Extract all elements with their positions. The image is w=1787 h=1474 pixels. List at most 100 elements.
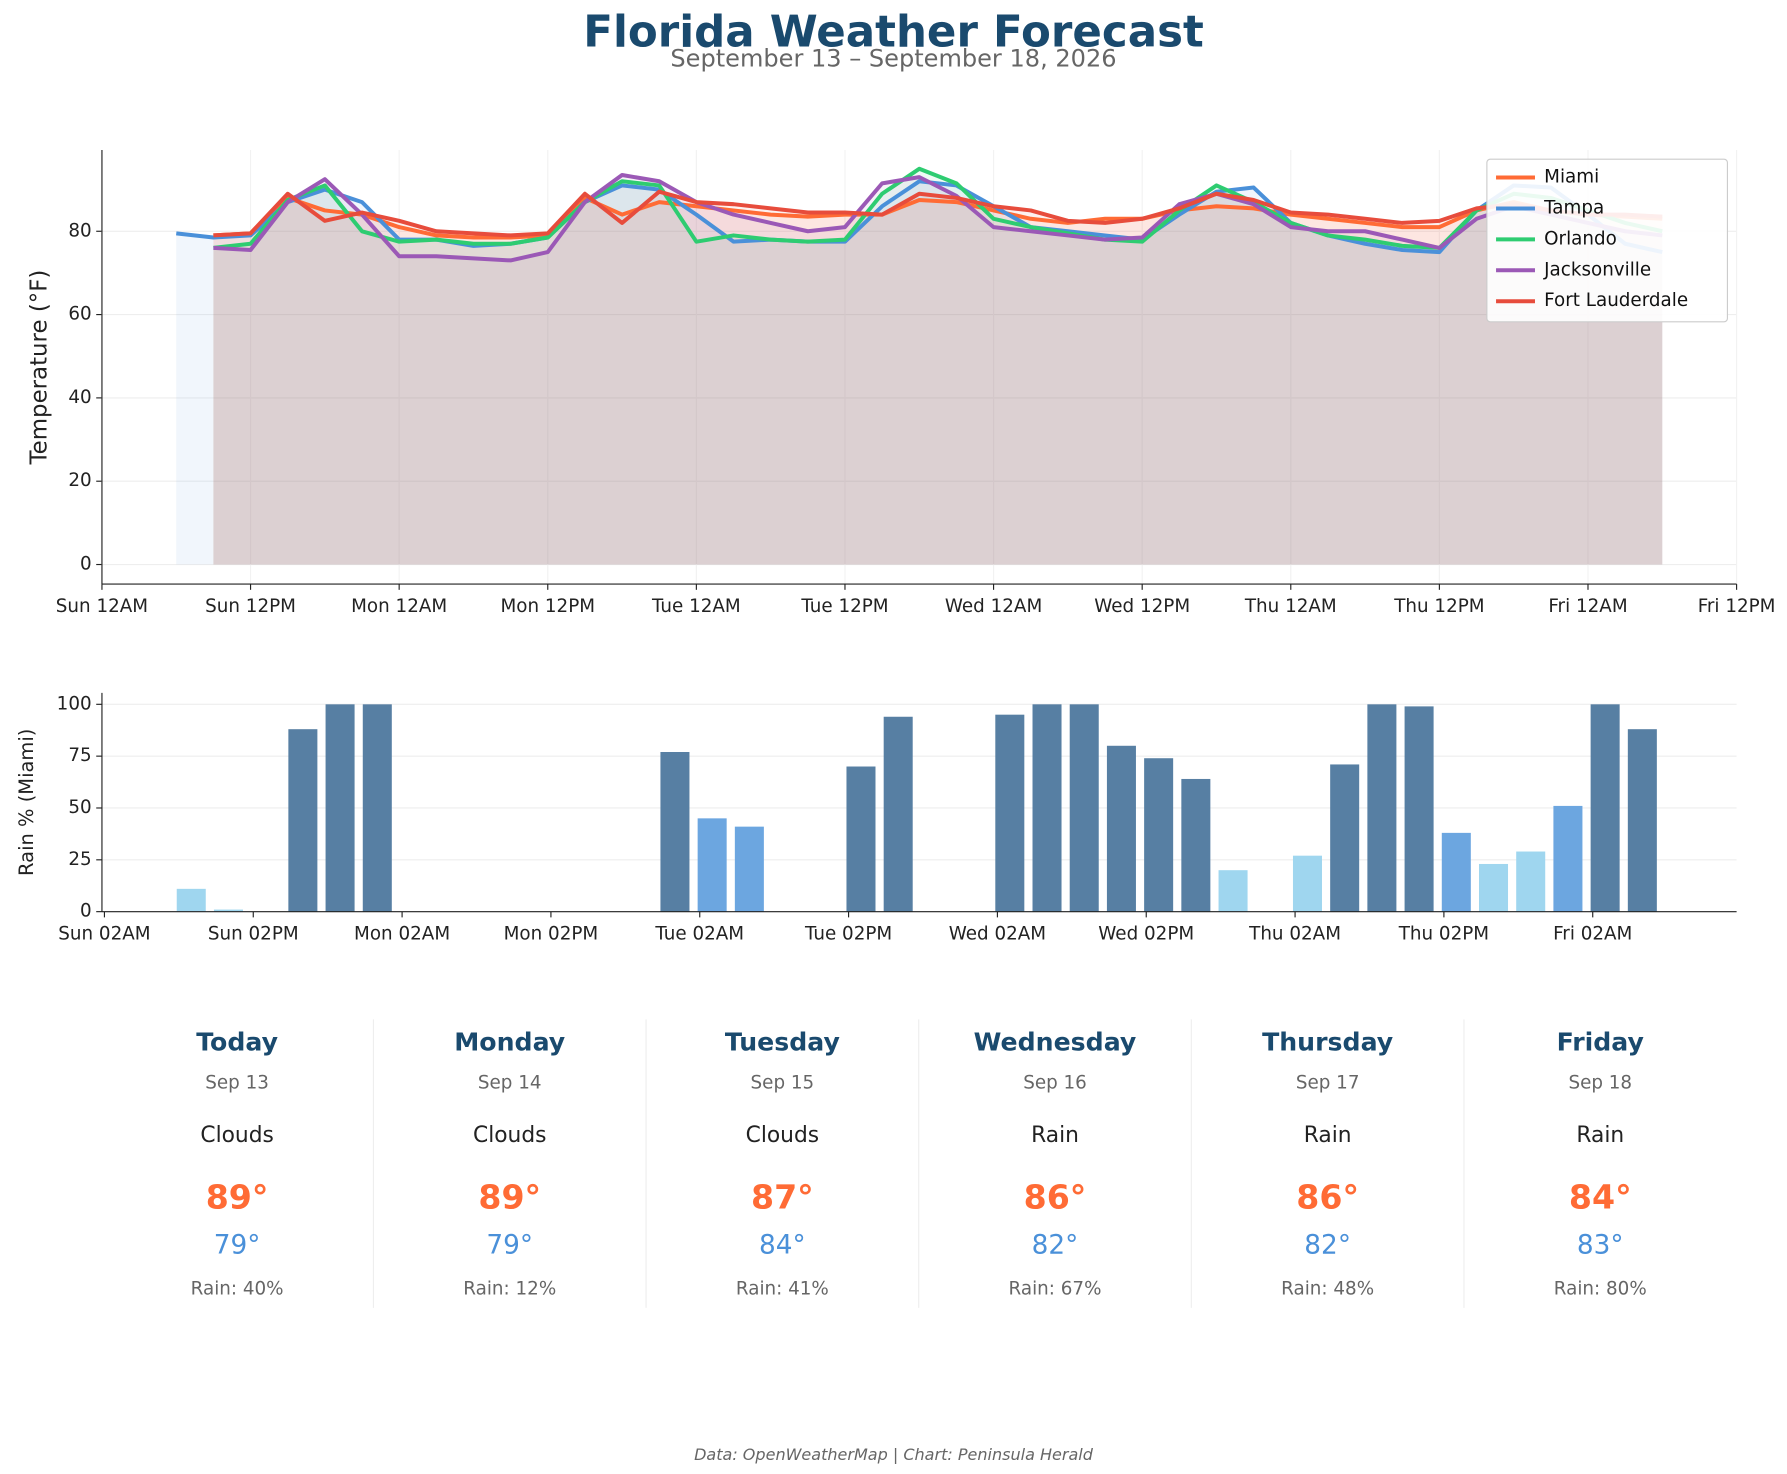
- bar: [362, 704, 392, 912]
- legend-label: Orlando: [1544, 228, 1617, 249]
- x-tick-label: Fri 12PM: [1698, 596, 1776, 617]
- x-tick-label: Sun 12PM: [205, 596, 296, 617]
- bar: [1590, 704, 1620, 912]
- x-tick-label: Thu 02AM: [1248, 924, 1341, 945]
- bar: [1553, 805, 1583, 912]
- bar: [1330, 764, 1360, 912]
- bar: [995, 714, 1025, 912]
- series-line: [213, 166, 1663, 250]
- bar: [1218, 870, 1248, 912]
- x-tick-label: Thu 02PM: [1398, 924, 1489, 945]
- x-tick-label: Mon 12PM: [500, 596, 595, 617]
- y-tick-label: 60: [68, 304, 91, 325]
- card-rain: Rain: 67%: [1009, 1279, 1102, 1300]
- card-condition: Rain: [1304, 1123, 1352, 1148]
- y-tick-label: 40: [68, 387, 91, 408]
- bar: [325, 704, 355, 912]
- bar: [883, 716, 913, 912]
- y-axis-label: Rain % (Miami): [15, 729, 38, 876]
- card-rain: Rain: 48%: [1281, 1279, 1374, 1300]
- x-tick-label: Tue 12AM: [651, 596, 741, 617]
- card-condition: Clouds: [200, 1123, 273, 1148]
- legend-box: [1486, 158, 1729, 323]
- area: [213, 168, 1663, 565]
- bar: [660, 752, 690, 912]
- card-high: 89°: [206, 1178, 269, 1217]
- x-tick-label: Sun 02AM: [58, 924, 150, 945]
- card-low: 82°: [1304, 1231, 1351, 1261]
- x-tick-label: Tue 02AM: [654, 924, 744, 945]
- x-tick-label: Mon 12AM: [351, 596, 447, 617]
- legend-label: Jacksonville: [1543, 259, 1651, 280]
- x-tick-label: Sun 02PM: [208, 924, 299, 945]
- bar: [1032, 704, 1062, 912]
- card-condition: Clouds: [746, 1123, 819, 1148]
- x-tick-label: Wed 12AM: [945, 596, 1042, 617]
- card-day: Monday: [454, 1027, 565, 1056]
- card-high: 86°: [1024, 1178, 1087, 1217]
- bar: [734, 826, 764, 912]
- bar: [1478, 863, 1509, 912]
- card-low: 83°: [1577, 1231, 1624, 1261]
- series-line: [213, 189, 1663, 238]
- y-tick-label: 50: [68, 797, 91, 818]
- card-date: Sep 14: [478, 1072, 542, 1093]
- x-tick-label: Sun 12AM: [56, 596, 148, 617]
- x-tick-label: Tue 02PM: [804, 924, 892, 945]
- x-tick-label: Mon 02AM: [354, 924, 450, 945]
- bar: [1069, 704, 1099, 912]
- legend-label: Fort Lauderdale: [1544, 290, 1688, 311]
- card-high: 89°: [478, 1178, 541, 1217]
- card-condition: Rain: [1576, 1123, 1624, 1148]
- bar: [1292, 855, 1322, 912]
- subtitle: September 13 – September 18, 2026: [670, 45, 1116, 73]
- x-tick-label: Mon 02PM: [504, 924, 599, 945]
- series-line: [213, 173, 1663, 263]
- y-tick-label: 0: [80, 901, 92, 922]
- bar: [1106, 745, 1136, 912]
- y-tick-label: 80: [68, 220, 91, 241]
- x-tick-label: Thu 12AM: [1244, 596, 1337, 617]
- x-tick-label: Wed 02AM: [949, 924, 1046, 945]
- x-tick-label: Tue 12PM: [800, 596, 888, 617]
- bar: [1367, 704, 1397, 912]
- card-date: Sep 13: [205, 1072, 269, 1093]
- card-high: 86°: [1296, 1178, 1359, 1217]
- bar: [1181, 778, 1211, 912]
- footer: Data: OpenWeatherMap | Chart: Peninsula …: [694, 1445, 1094, 1464]
- card-low: 82°: [1032, 1231, 1079, 1261]
- card-low: 79°: [214, 1231, 261, 1261]
- card-day: Today: [196, 1027, 278, 1056]
- card-day: Thursday: [1262, 1027, 1393, 1056]
- bar: [1627, 729, 1657, 912]
- card-rain: Rain: 12%: [463, 1279, 556, 1300]
- x-tick-label: Thu 12PM: [1393, 596, 1484, 617]
- y-axis-label: Temperature (°F): [27, 270, 53, 466]
- card-day: Tuesday: [725, 1027, 840, 1056]
- bar: [1441, 832, 1471, 912]
- area: [176, 181, 1663, 565]
- bar: [1516, 851, 1546, 912]
- x-tick-label: Fri 12AM: [1548, 596, 1627, 617]
- card-rain: Rain: 80%: [1554, 1279, 1647, 1300]
- x-tick-label: Wed 02PM: [1098, 924, 1194, 945]
- card-day: Wednesday: [974, 1027, 1137, 1056]
- y-tick-label: 100: [57, 693, 92, 714]
- card-date: Sep 17: [1296, 1072, 1360, 1093]
- x-tick-label: Fri 02AM: [1553, 924, 1632, 945]
- bar: [176, 888, 206, 912]
- card-date: Sep 18: [1568, 1072, 1632, 1093]
- y-tick-label: 75: [68, 745, 91, 766]
- bar: [1144, 758, 1174, 912]
- y-tick-label: 20: [68, 470, 91, 491]
- card-high: 84°: [1569, 1178, 1632, 1217]
- card-low: 84°: [759, 1231, 806, 1261]
- area: [213, 197, 1663, 565]
- card-high: 87°: [751, 1178, 814, 1217]
- card-rain: Rain: 41%: [736, 1279, 829, 1300]
- legend-label: Tampa: [1543, 197, 1604, 218]
- area: [213, 175, 1663, 565]
- card-condition: Clouds: [473, 1123, 546, 1148]
- card-date: Sep 15: [751, 1072, 815, 1093]
- area: [213, 191, 1663, 565]
